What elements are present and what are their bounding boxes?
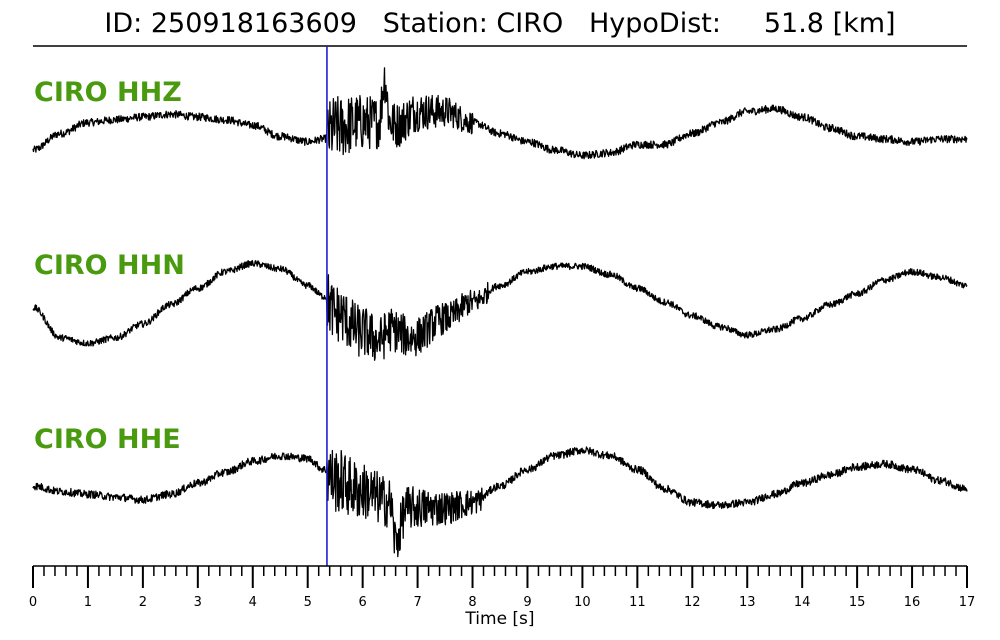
tick-label: 13: [739, 595, 756, 610]
channel-label-hhe: CIRO HHE: [34, 424, 181, 455]
tick-label: 1: [84, 595, 92, 610]
tick-label: 11: [629, 595, 646, 610]
channel-label-hhn: CIRO HHN: [34, 250, 185, 281]
tick-label: 10: [574, 595, 591, 610]
trace-ciro-hhz: [32, 67, 968, 160]
tick-label: 17: [959, 595, 976, 610]
traces-group: [32, 67, 968, 558]
tick-label: 5: [304, 595, 312, 610]
tick-label: 15: [849, 595, 866, 610]
time-axis: 0 1 2 3 4 5 6 7 8 9 10 11 12 13 14 15 16 17: [29, 565, 976, 610]
tick-label: 3: [194, 595, 202, 610]
tick-label: 14: [794, 595, 811, 610]
tick-label: 2: [139, 595, 147, 610]
tick-label: 8: [468, 595, 476, 610]
tick-label: 16: [904, 595, 921, 610]
x-axis-label: Time [s]: [464, 609, 534, 629]
channel-labels-group: CIRO HHZ CIRO HHN CIRO HHE: [34, 77, 185, 455]
tick-label: 6: [359, 595, 367, 610]
tick-label: 4: [249, 595, 257, 610]
tick-label: 7: [413, 595, 421, 610]
trace-ciro-hhn: [32, 259, 968, 361]
channel-label-hhz: CIRO HHZ: [34, 77, 182, 108]
tick-label: 9: [523, 595, 531, 610]
trace-ciro-hhe: [32, 446, 968, 558]
chart-title: ID: 250918163609 Station: CIRO HypoDist:…: [104, 8, 896, 39]
tick-label: 0: [29, 595, 37, 610]
tick-label: 12: [684, 595, 701, 610]
